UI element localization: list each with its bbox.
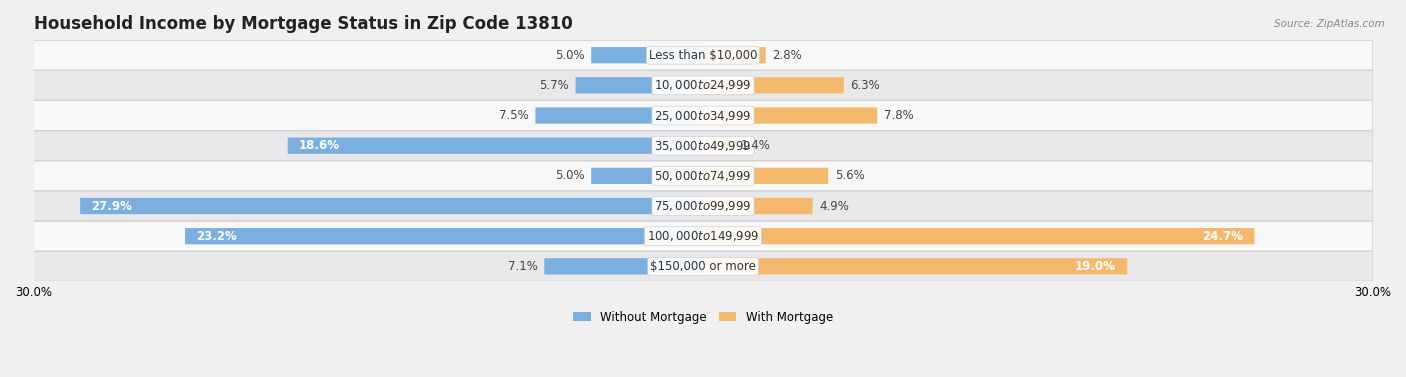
Text: $35,000 to $49,999: $35,000 to $49,999 (654, 139, 752, 153)
Text: 5.7%: 5.7% (540, 79, 569, 92)
Text: 27.9%: 27.9% (91, 199, 132, 213)
Text: 6.3%: 6.3% (851, 79, 880, 92)
FancyBboxPatch shape (34, 251, 1372, 281)
FancyBboxPatch shape (34, 191, 1372, 221)
FancyBboxPatch shape (703, 258, 1128, 274)
FancyBboxPatch shape (80, 198, 703, 214)
FancyBboxPatch shape (34, 40, 1372, 70)
FancyBboxPatch shape (703, 77, 844, 93)
FancyBboxPatch shape (544, 258, 703, 274)
Text: 5.0%: 5.0% (555, 49, 585, 62)
Text: 7.5%: 7.5% (499, 109, 529, 122)
FancyBboxPatch shape (703, 228, 1254, 244)
FancyBboxPatch shape (703, 47, 766, 63)
FancyBboxPatch shape (703, 168, 828, 184)
Legend: Without Mortgage, With Mortgage: Without Mortgage, With Mortgage (568, 306, 838, 329)
Text: 2.8%: 2.8% (772, 49, 801, 62)
FancyBboxPatch shape (34, 70, 1372, 100)
Text: 24.7%: 24.7% (1202, 230, 1243, 243)
Text: Household Income by Mortgage Status in Zip Code 13810: Household Income by Mortgage Status in Z… (34, 15, 572, 33)
Text: $150,000 or more: $150,000 or more (650, 260, 756, 273)
Text: 4.9%: 4.9% (820, 199, 849, 213)
Text: 23.2%: 23.2% (197, 230, 238, 243)
FancyBboxPatch shape (575, 77, 703, 93)
Text: 5.0%: 5.0% (555, 169, 585, 182)
Text: $75,000 to $99,999: $75,000 to $99,999 (654, 199, 752, 213)
FancyBboxPatch shape (34, 161, 1372, 191)
FancyBboxPatch shape (703, 107, 877, 124)
FancyBboxPatch shape (591, 47, 703, 63)
FancyBboxPatch shape (703, 198, 813, 214)
FancyBboxPatch shape (34, 101, 1372, 130)
FancyBboxPatch shape (591, 168, 703, 184)
FancyBboxPatch shape (288, 138, 703, 154)
Text: 18.6%: 18.6% (299, 139, 340, 152)
Text: 7.1%: 7.1% (508, 260, 538, 273)
FancyBboxPatch shape (536, 107, 703, 124)
Text: $50,000 to $74,999: $50,000 to $74,999 (654, 169, 752, 183)
Text: $10,000 to $24,999: $10,000 to $24,999 (654, 78, 752, 92)
Text: 5.6%: 5.6% (835, 169, 865, 182)
FancyBboxPatch shape (34, 221, 1372, 251)
Text: Less than $10,000: Less than $10,000 (648, 49, 758, 62)
FancyBboxPatch shape (186, 228, 703, 244)
Text: 1.4%: 1.4% (741, 139, 770, 152)
Text: 7.8%: 7.8% (884, 109, 914, 122)
FancyBboxPatch shape (34, 131, 1372, 161)
Text: Source: ZipAtlas.com: Source: ZipAtlas.com (1274, 19, 1385, 29)
FancyBboxPatch shape (703, 138, 734, 154)
Text: 19.0%: 19.0% (1076, 260, 1116, 273)
Text: $100,000 to $149,999: $100,000 to $149,999 (647, 229, 759, 243)
Text: $25,000 to $34,999: $25,000 to $34,999 (654, 109, 752, 123)
